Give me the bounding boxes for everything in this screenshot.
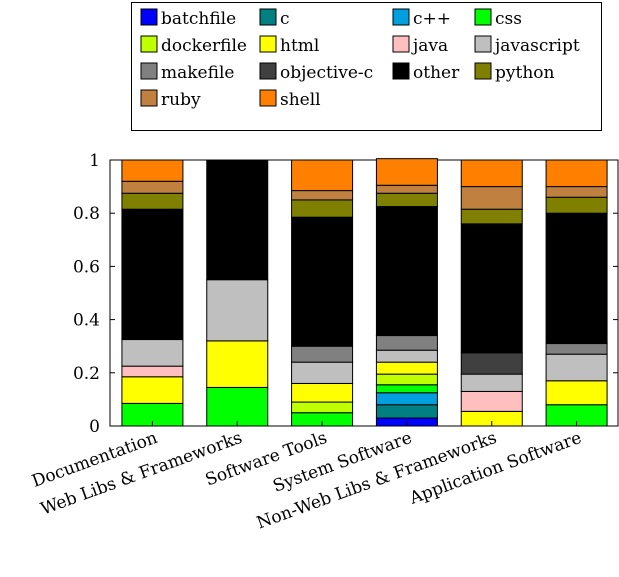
bar-segment-shell: [375, 158, 438, 186]
bar-segment-makefile: [545, 343, 608, 355]
bar-segment-javascript: [375, 349, 438, 363]
bar-segment-java: [121, 365, 184, 378]
bar-segment-javascript: [545, 353, 608, 382]
bar-segment-shell: [460, 159, 523, 188]
legend-swatch-c: [259, 8, 277, 26]
y-tick-label: 0.4: [73, 311, 100, 331]
bar-segment-html: [121, 376, 184, 404]
bar-segment-c: [375, 404, 438, 419]
legend-label-dockerfile: dockerfile: [161, 36, 247, 56]
legend-label-css: css: [495, 9, 522, 29]
legend-box: [131, 2, 602, 131]
bar-segment-html: [545, 380, 608, 406]
bar-segment-python: [375, 192, 438, 208]
bar-segment-c: [375, 392, 438, 406]
bar-stack-non-web-libs-frameworks: [460, 159, 523, 427]
y-tick-label: 0.6: [73, 257, 100, 277]
bar-segment-other: [460, 223, 523, 354]
bar-segment-css: [375, 384, 438, 394]
bar-segment-javascript: [121, 339, 184, 367]
legend-swatch-java: [392, 35, 410, 53]
legend-label-ruby: ruby: [161, 90, 201, 110]
legend-label-java: java: [411, 36, 448, 56]
bar-segment-other: [545, 212, 608, 345]
bar-segment-ruby: [291, 190, 354, 201]
legend-swatch-objective-c: [259, 62, 277, 80]
bar-segment-ruby: [545, 186, 608, 198]
legend-swatch-python: [474, 62, 492, 80]
legend-label-shell: shell: [280, 90, 321, 110]
bar-segment-shell: [291, 159, 354, 192]
bar-stack-system-software: [375, 158, 438, 427]
y-tick-label: 0: [89, 417, 100, 437]
legend-swatch-dockerfile: [140, 35, 158, 53]
bar-segment-other: [375, 206, 438, 337]
legend-label-c: c: [280, 9, 290, 29]
bar-segment-python: [121, 192, 184, 210]
bar-segment-css: [206, 386, 269, 427]
legend-label-other: other: [413, 63, 460, 83]
bar-segment-ruby: [121, 180, 184, 194]
bar-segment-python: [460, 208, 523, 225]
bar-segment-ruby: [375, 184, 438, 194]
bar-segment-other: [121, 208, 184, 341]
bar-segment-html: [206, 340, 269, 388]
legend-swatch-shell: [259, 89, 277, 107]
bar-segment-shell: [545, 159, 608, 188]
bar-segment-makefile: [291, 345, 354, 363]
bar-segment-makefile: [375, 335, 438, 351]
bar-segment-shell: [121, 159, 184, 182]
legend-swatch-makefile: [140, 62, 158, 80]
y-tick-label: 1: [89, 151, 100, 171]
legend-swatch-batchfile: [140, 8, 158, 26]
bar-segment-ruby: [460, 186, 523, 210]
legend-label-makefile: makefile: [161, 63, 234, 83]
legend: batchfile c c++ css dockerfile html java javasc…: [131, 2, 602, 131]
bar-segment-python: [545, 196, 608, 214]
y-tick-label: 0.2: [73, 364, 100, 384]
legend-label-html: html: [280, 36, 319, 56]
legend-label-python: python: [495, 63, 555, 83]
legend-label-batchfile: batchfile: [161, 9, 236, 29]
bar-segment-dockerfile: [375, 373, 438, 386]
legend-swatch-ruby: [140, 89, 158, 107]
legend-swatch-javascript: [474, 35, 492, 53]
legend-label-objective-c: objective-c: [280, 63, 373, 83]
bar-stack-software-tools: [291, 159, 354, 427]
legend-swatch-css: [474, 8, 492, 26]
bar-segment-html: [291, 382, 354, 403]
bar-segment-javascript: [206, 279, 269, 342]
legend-label-javascript: javascript: [493, 36, 580, 56]
bar-segment-javascript: [291, 361, 354, 384]
bar-stack-documentation: [121, 159, 184, 427]
bar-segment-objective-c: [460, 352, 523, 375]
axes-frame: [109, 159, 619, 427]
y-tick-label: 0.8: [73, 204, 100, 224]
bar-segment-java: [460, 390, 523, 412]
legend-swatch-c: [392, 8, 410, 26]
legend-label-c: c++: [413, 9, 451, 29]
legend-swatch-other: [392, 62, 410, 80]
bar-stack-web-libs-frameworks: [206, 159, 269, 427]
bar-segment-other: [291, 216, 354, 347]
bar-segment-html: [375, 361, 438, 375]
bar-segment-javascript: [460, 373, 523, 392]
bar-segment-dockerfile: [291, 401, 354, 414]
legend-swatch-html: [259, 35, 277, 53]
bar-stack-application-software: [545, 159, 608, 427]
bar-segment-python: [291, 199, 354, 218]
bar-segment-other: [206, 159, 269, 281]
